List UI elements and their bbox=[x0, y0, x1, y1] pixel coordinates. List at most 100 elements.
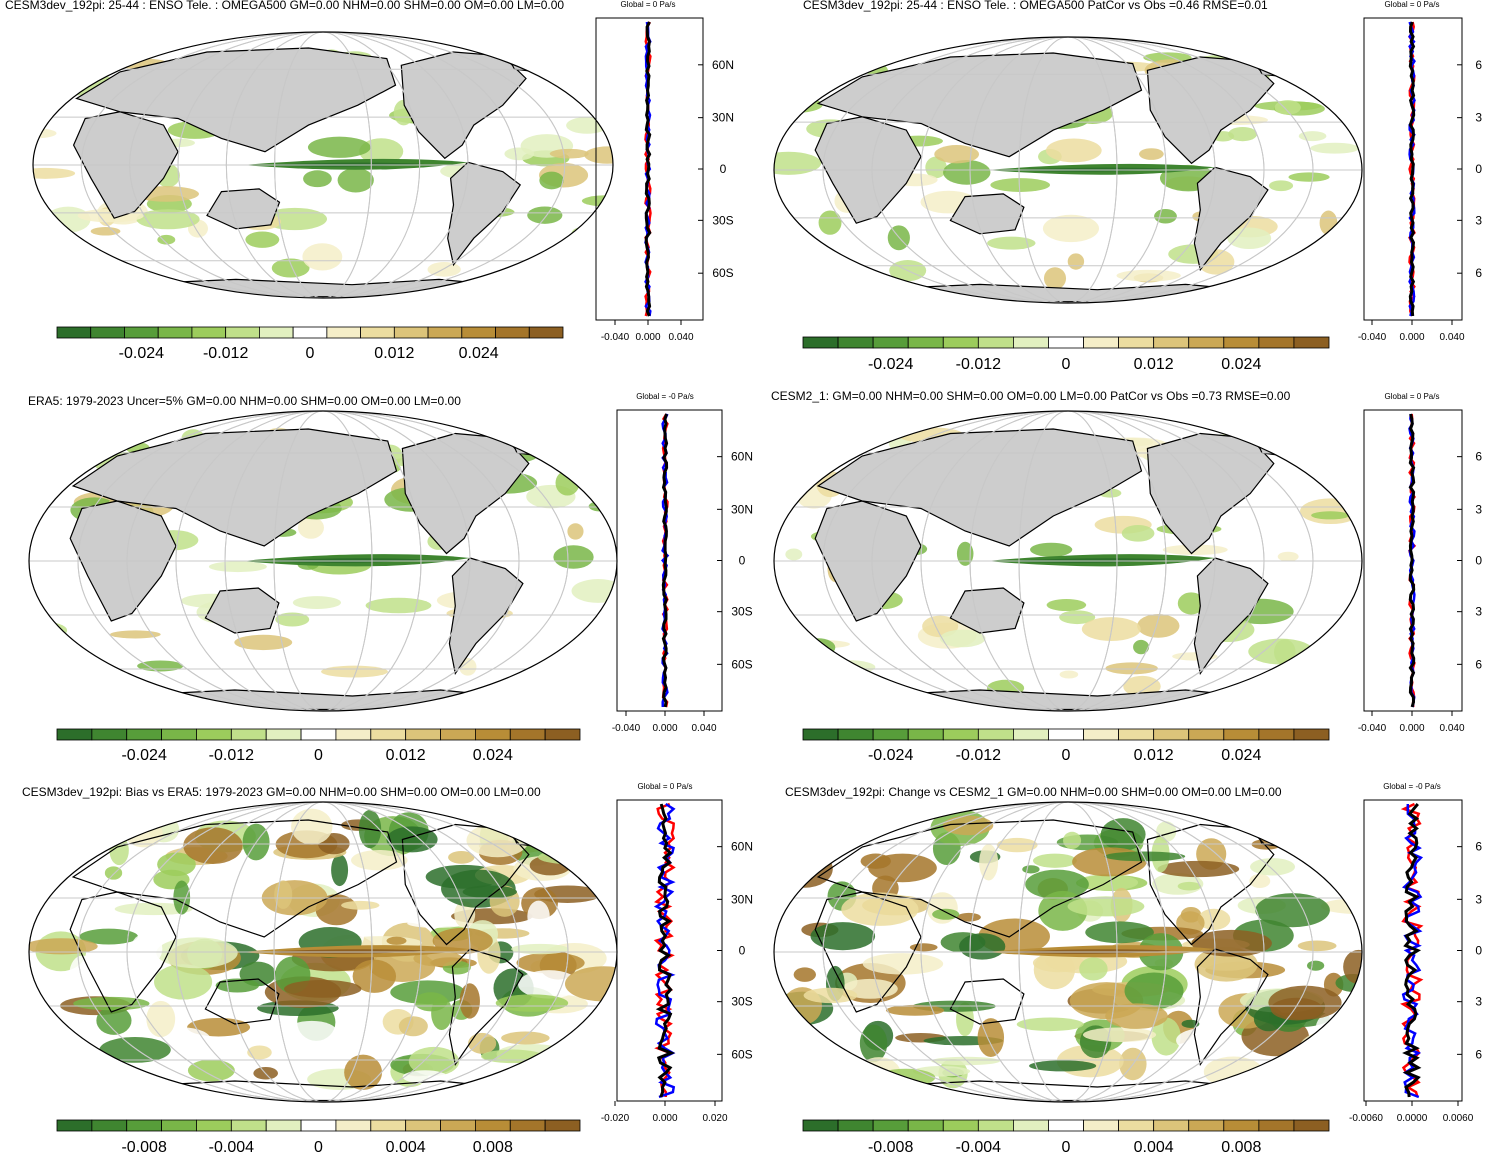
longitude-gridline bbox=[822, 802, 1314, 1102]
anomaly-patch bbox=[245, 231, 280, 248]
longitude-gridline bbox=[80, 32, 566, 298]
anomaly-patch bbox=[208, 561, 267, 573]
anomaly-patch bbox=[157, 852, 196, 877]
colorbar-box bbox=[544, 1119, 581, 1132]
anomaly-patch bbox=[1100, 818, 1146, 851]
colorbar-box bbox=[157, 326, 193, 339]
anomaly-patch bbox=[932, 908, 960, 920]
anomaly-patch bbox=[29, 428, 66, 454]
profile-title: Global = -0 Pa/s bbox=[636, 392, 694, 401]
anomaly-patch bbox=[777, 849, 833, 888]
colorbar-box bbox=[393, 326, 429, 339]
colorbar-tick-label: 0 bbox=[1062, 1139, 1071, 1155]
anomaly-patch bbox=[1299, 498, 1362, 525]
anomaly-patch bbox=[774, 1007, 800, 1044]
colorbar-box bbox=[1153, 728, 1190, 741]
colorbar-box bbox=[1048, 1119, 1084, 1132]
colorbar-tick-label: 0.004 bbox=[386, 1139, 426, 1155]
anomaly-patch bbox=[407, 918, 467, 928]
profile-lat-label: 30N bbox=[712, 111, 734, 125]
anomaly-patch bbox=[1248, 638, 1314, 665]
anomaly-patch bbox=[1176, 1027, 1242, 1054]
colorbar-box bbox=[461, 326, 496, 339]
colorbar-box bbox=[1153, 1119, 1190, 1132]
colorbar-box bbox=[837, 1119, 874, 1132]
anomaly-patch bbox=[96, 1006, 132, 1035]
longitude-gridline bbox=[969, 802, 1167, 1102]
anomaly-patch bbox=[1154, 208, 1177, 224]
anomaly-patch bbox=[575, 1040, 605, 1067]
anomaly-patch bbox=[819, 660, 876, 675]
anomaly-patch bbox=[1274, 100, 1301, 115]
anomaly-patch bbox=[29, 620, 68, 640]
colorbar-tick-label: -0.012 bbox=[209, 747, 254, 764]
longitude-gridline bbox=[175, 802, 471, 1102]
profile-lat-label: 0 bbox=[1475, 944, 1482, 958]
map-field bbox=[774, 411, 1362, 711]
anomaly-patch bbox=[1307, 960, 1325, 971]
anomaly-patch bbox=[538, 849, 603, 865]
colorbar-tick-label: -0.024 bbox=[119, 345, 164, 362]
profile-xtick-label: 0.000 bbox=[635, 332, 660, 343]
anomaly-patch bbox=[1310, 142, 1360, 154]
anomaly-patch bbox=[943, 159, 991, 185]
anomaly-patch bbox=[800, 638, 836, 657]
anomaly-patch bbox=[302, 243, 343, 271]
anomaly-patch bbox=[291, 808, 333, 845]
colorbar-tick-label: 0.012 bbox=[1134, 356, 1174, 373]
map-border bbox=[32, 31, 614, 299]
colorbar: -0.024 -0.012 0 0.012 0.024 bbox=[802, 728, 1330, 764]
colorbar-box bbox=[1048, 336, 1084, 349]
anomaly-patch bbox=[29, 1019, 48, 1032]
profile-xtick-label: 0.0000 bbox=[1397, 1113, 1428, 1124]
anomaly-patch bbox=[527, 206, 563, 224]
map-field bbox=[774, 37, 1362, 303]
anomaly-patch bbox=[1320, 898, 1362, 915]
colorbar-box bbox=[872, 1119, 909, 1132]
anomaly-patch bbox=[1249, 873, 1271, 889]
anomaly-patch bbox=[48, 652, 71, 665]
anomaly-patch bbox=[956, 912, 981, 922]
anomaly-patch bbox=[234, 634, 293, 651]
continent-outline bbox=[1193, 948, 1269, 1067]
anomaly-patch bbox=[564, 966, 617, 1002]
anomaly-patch bbox=[1191, 929, 1272, 957]
continent-outline bbox=[816, 52, 1143, 158]
colorbar-box bbox=[1258, 1119, 1295, 1132]
colorbar-box bbox=[230, 728, 267, 741]
colorbar-tick-label: 0 bbox=[1062, 747, 1071, 764]
colorbar-box bbox=[495, 326, 530, 339]
colorbar-box bbox=[474, 728, 511, 741]
colorbar-box bbox=[405, 728, 441, 741]
profile-title: Global = 0 Pa/s bbox=[1385, 0, 1440, 9]
colorbar-box bbox=[942, 336, 979, 349]
colorbar-box bbox=[1293, 336, 1330, 349]
anomaly-patch bbox=[130, 932, 163, 965]
anomaly-patch bbox=[588, 841, 608, 854]
continent-outline bbox=[949, 193, 1025, 235]
zonal-profile: Global = 0 Pa/s -0.020 0.000 0.020 60N 30N 0 30… bbox=[601, 782, 753, 1124]
profile-lat-label: 60N bbox=[731, 840, 753, 854]
colorbar-box bbox=[528, 326, 564, 339]
profile-xtick-label: 0.020 bbox=[702, 1113, 727, 1124]
colorbar-box bbox=[474, 1119, 511, 1132]
anomaly-patch bbox=[1157, 860, 1240, 878]
colorbar-tick-label: 0.024 bbox=[459, 345, 499, 362]
colorbar-box bbox=[1153, 336, 1190, 349]
anomaly-patch bbox=[1287, 436, 1345, 460]
anomaly-patch bbox=[1281, 1053, 1311, 1091]
anomaly-patch bbox=[1059, 670, 1079, 679]
longitude-gridline bbox=[920, 802, 1216, 1102]
anomaly-patch bbox=[1281, 668, 1339, 681]
colorbar-box bbox=[1258, 336, 1295, 349]
continent-outline bbox=[75, 47, 397, 153]
profile-xtick-label: 0.040 bbox=[691, 723, 716, 734]
longitude-gridline bbox=[969, 411, 1167, 711]
profile-lat-label: 30S bbox=[731, 995, 752, 1009]
anomaly-patch bbox=[69, 955, 96, 993]
profile-xtick-label: -0.020 bbox=[601, 1113, 630, 1124]
anomaly-patch bbox=[341, 900, 380, 910]
continent-outline bbox=[448, 948, 524, 1067]
anomaly-patch bbox=[1085, 921, 1154, 944]
anomaly-patch bbox=[1249, 858, 1296, 876]
